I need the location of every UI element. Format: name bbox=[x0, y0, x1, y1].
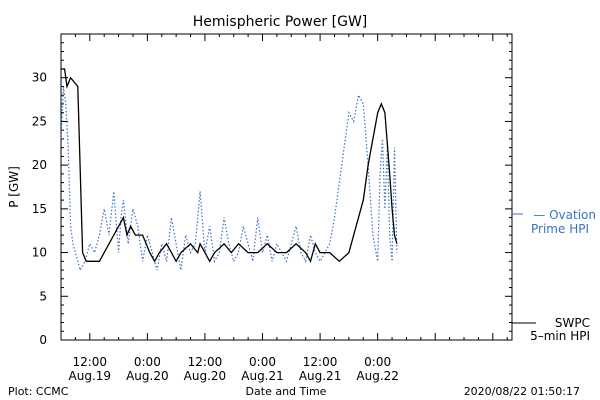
x-tick-time: 12:00 bbox=[72, 355, 107, 369]
x-tick-date: Aug.22 bbox=[356, 369, 399, 383]
x-tick-time: 0:00 bbox=[249, 355, 276, 369]
x-tick-time: 12:00 bbox=[188, 355, 223, 369]
x-tick-date: Aug.20 bbox=[126, 369, 169, 383]
x-tick-time: 0:00 bbox=[134, 355, 161, 369]
x-tick-date: Aug.19 bbox=[69, 369, 112, 383]
x-tick-date: Aug.20 bbox=[184, 369, 227, 383]
x-axis: 12:00Aug.190:00Aug.2012:00Aug.200:00Aug.… bbox=[60, 34, 508, 383]
swpc-hpi-line bbox=[61, 68, 398, 264]
footer-source: Plot: CCMC bbox=[8, 385, 69, 398]
legend-ovation-line2: Prime HPI bbox=[531, 222, 589, 236]
y-tick-label: 0 bbox=[39, 333, 47, 347]
y-tick-label: 5 bbox=[39, 289, 47, 303]
y-tick-label: 15 bbox=[32, 202, 47, 216]
footer-timestamp: 2020/08/22 01:50:17 bbox=[464, 385, 580, 398]
series-group bbox=[60, 68, 398, 272]
y-tick-label: 30 bbox=[32, 71, 47, 85]
plot-frame bbox=[60, 33, 513, 341]
x-axis-label: Date and Time bbox=[246, 385, 327, 398]
y-tick-label: 10 bbox=[32, 246, 47, 260]
chart-title: Hemispheric Power [GW] bbox=[193, 14, 368, 30]
x-tick-time: 12:00 bbox=[303, 355, 338, 369]
x-tick-date: Aug.21 bbox=[299, 369, 342, 383]
legend-swpc-line1: SWPC bbox=[555, 316, 590, 330]
ovation-prime-line bbox=[60, 86, 398, 272]
legend-ovation-line1: — Ovation bbox=[533, 208, 596, 222]
y-axis: 0 5 10 15 20 25 30 bbox=[32, 42, 512, 347]
x-tick-date: Aug.21 bbox=[241, 369, 284, 383]
y-tick-label: 20 bbox=[32, 158, 47, 172]
legend-swpc: SWPC 5–min HPI bbox=[512, 316, 590, 343]
legend-ovation: — Ovation Prime HPI bbox=[512, 208, 596, 236]
y-tick-label: 25 bbox=[32, 114, 47, 128]
y-axis-label: P [GW] bbox=[7, 166, 21, 208]
x-tick-time: 0:00 bbox=[364, 355, 391, 369]
legend-swpc-line2: 5–min HPI bbox=[530, 329, 590, 343]
